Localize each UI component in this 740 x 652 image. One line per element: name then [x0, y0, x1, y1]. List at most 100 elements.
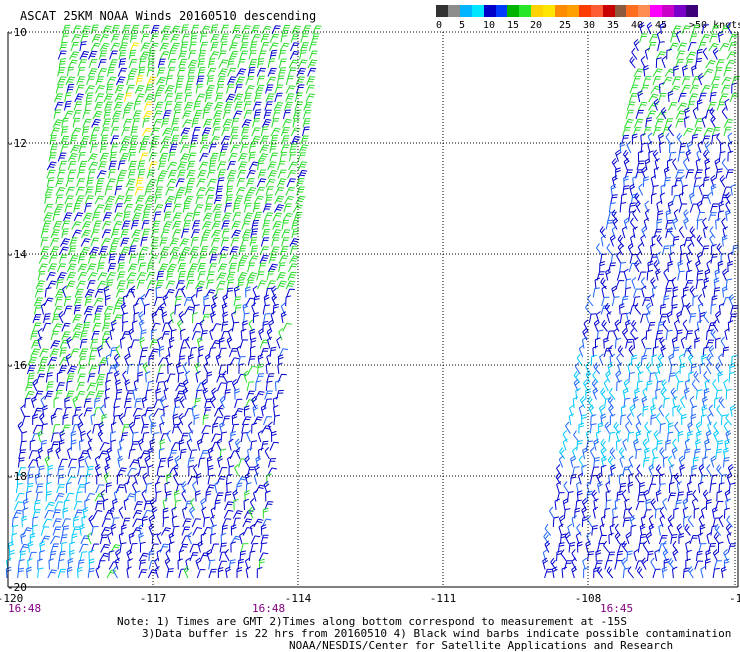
wind-barb — [142, 516, 148, 528]
wind-barb — [211, 422, 219, 434]
wind-barb — [176, 67, 186, 77]
wind-barb — [196, 75, 205, 86]
wind-barb — [637, 542, 645, 553]
wind-barb — [725, 200, 731, 213]
wind-barb — [84, 202, 92, 213]
wind-barb — [654, 118, 664, 128]
wind-barb — [244, 85, 255, 94]
wind-barb — [644, 158, 651, 171]
wind-barb — [226, 271, 236, 281]
wind-barb — [46, 481, 52, 494]
wind-barb — [645, 532, 652, 545]
wind-barb — [71, 221, 82, 230]
wind-barb — [110, 126, 119, 137]
wind-barb — [58, 160, 67, 171]
wind-barb — [725, 209, 732, 222]
wind-barb — [652, 456, 659, 468]
wind-barb — [694, 560, 704, 570]
wind-barb — [272, 396, 279, 409]
wind-barb — [678, 533, 685, 545]
wind-barb — [102, 498, 109, 511]
wind-barb — [17, 421, 24, 434]
wind-barb — [192, 304, 200, 315]
wind-barb — [195, 370, 201, 383]
wind-barb — [162, 110, 172, 120]
wind-barb — [655, 51, 666, 60]
wind-barb — [181, 33, 191, 43]
wind-barb — [111, 25, 120, 35]
wind-barb — [56, 272, 67, 281]
wind-barb — [98, 246, 108, 256]
wind-barb — [214, 288, 224, 298]
wind-barb — [309, 50, 318, 60]
wind-barb — [244, 202, 252, 213]
wind-barb — [258, 552, 269, 562]
wind-barb — [220, 532, 227, 545]
pass-time-label: 16:48 — [252, 602, 285, 615]
wind-barb — [702, 47, 709, 60]
wind-barb — [109, 151, 117, 162]
wind-barb — [158, 448, 165, 459]
wind-barb — [72, 314, 82, 324]
wind-barb — [297, 169, 308, 179]
wind-barb — [206, 67, 217, 77]
wind-barb — [166, 178, 177, 188]
wind-barb — [117, 467, 127, 477]
wind-barb — [124, 481, 130, 494]
wind-barb — [143, 101, 153, 111]
wind-barb — [276, 336, 282, 349]
wind-barb — [57, 152, 67, 162]
wind-barb — [642, 176, 650, 188]
wind-barb — [213, 416, 223, 426]
wind-barb — [173, 490, 180, 502]
wind-barb — [146, 380, 154, 392]
wind-barb — [159, 433, 169, 443]
wind-barb — [227, 67, 237, 77]
wind-barb — [67, 59, 78, 69]
wind-barb — [95, 500, 103, 511]
wind-barb — [703, 127, 714, 137]
wind-barb — [76, 280, 86, 290]
wind-barb — [226, 177, 235, 188]
wind-barb — [592, 387, 599, 400]
wind-barb — [630, 354, 638, 366]
wind-barb — [202, 414, 209, 426]
legend-swatch — [650, 5, 663, 17]
wind-barb — [167, 169, 177, 179]
wind-barb — [730, 183, 736, 196]
wind-barb — [213, 211, 222, 222]
wind-barb — [225, 185, 234, 196]
wind-barb — [76, 169, 86, 179]
wind-barb — [273, 404, 279, 417]
wind-barb — [692, 24, 701, 35]
wind-barb — [697, 141, 703, 154]
wind-barb — [599, 226, 606, 239]
wind-barb — [65, 390, 75, 400]
legend-label: 45 — [655, 20, 668, 31]
wind-barb — [163, 203, 172, 213]
wind-barb — [211, 433, 221, 443]
wind-barb — [97, 560, 106, 570]
wind-barb — [20, 532, 27, 545]
wind-barb — [125, 493, 136, 502]
wind-barb — [73, 516, 80, 528]
wind-barb — [689, 33, 698, 43]
wind-barb — [183, 101, 194, 111]
wind-barb — [608, 387, 616, 400]
wind-barb — [78, 356, 87, 366]
wind-barb — [694, 58, 703, 69]
wind-barb — [725, 430, 732, 443]
wind-barb — [224, 491, 232, 502]
wind-barb — [122, 109, 131, 120]
wind-barb — [179, 396, 185, 409]
wind-barb — [188, 50, 197, 60]
wind-barb — [672, 286, 679, 298]
wind-barb — [667, 523, 673, 536]
wind-barb — [257, 430, 263, 443]
wind-barb — [107, 169, 116, 179]
wind-barb — [630, 234, 636, 247]
wind-barb — [112, 566, 118, 579]
wind-barb — [40, 237, 49, 247]
wind-barb — [712, 379, 719, 392]
wind-barb — [251, 219, 260, 230]
